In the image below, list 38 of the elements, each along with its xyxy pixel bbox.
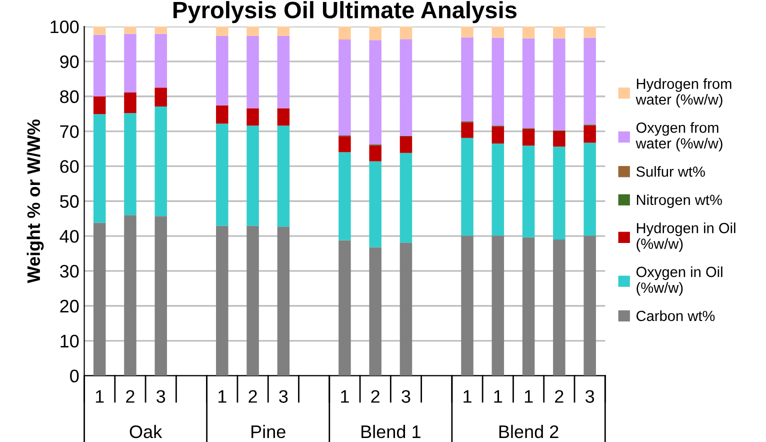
x-tick-label: 2 [126, 390, 134, 403]
legend-label: Hydrogen in Oil (%w/w) [636, 222, 736, 252]
text: Blend 2 [499, 424, 558, 438]
text: Blend 1 [362, 424, 420, 438]
x-tick-label: 1 [218, 390, 226, 403]
x-tick-label: 3 [156, 390, 166, 403]
y-tick-label: 10 [60, 334, 79, 348]
y-tick-label: 20 [60, 300, 79, 313]
y-tick-label: 100 [50, 20, 79, 34]
y-tick-label: 40 [60, 230, 79, 243]
legend-label: Oxygen from water (%w/w) [636, 122, 722, 152]
y-tick-label: 80 [60, 90, 79, 104]
y-tick-label: 90 [60, 55, 79, 68]
chart-title: Pyrolysis Oil Ultimate Analysis [174, 1, 517, 24]
text: Pine [252, 424, 286, 438]
x-tick-label: 1 [341, 390, 349, 403]
x-tick-label: 3 [585, 390, 594, 403]
x-tick-label: 1 [96, 390, 104, 403]
x-tick-label: 3 [279, 390, 288, 403]
x-tick-label: 1 [494, 390, 502, 403]
x-tick-label: 3 [402, 390, 410, 403]
x-tick-label: 1 [524, 390, 533, 403]
legend-label: Nitrogen wt% [636, 194, 722, 208]
y-tick-label: 30 [60, 264, 79, 278]
x-tick-label: 2 [248, 390, 257, 403]
y-tick-label: 60 [60, 160, 79, 173]
y-axis-title: Weight % or W/W% [26, 120, 44, 284]
y-tick-label: 70 [60, 125, 79, 138]
x-tick-label: 2 [371, 390, 380, 403]
y-tick-label: 0 [70, 370, 79, 382]
text: Oak [130, 424, 162, 438]
legend-label: Carbon wt% [636, 310, 715, 322]
x-tick-label: 1 [464, 390, 472, 403]
legend-label: Oxygen in Oil (%w/w) [636, 266, 722, 296]
y-tick-label: 50 [60, 195, 79, 208]
x-tick-label: 2 [555, 390, 564, 403]
legend-label: Sulfur wt% [636, 166, 705, 177]
legend-label: Hydrogen from water (%w/w) [636, 78, 732, 108]
